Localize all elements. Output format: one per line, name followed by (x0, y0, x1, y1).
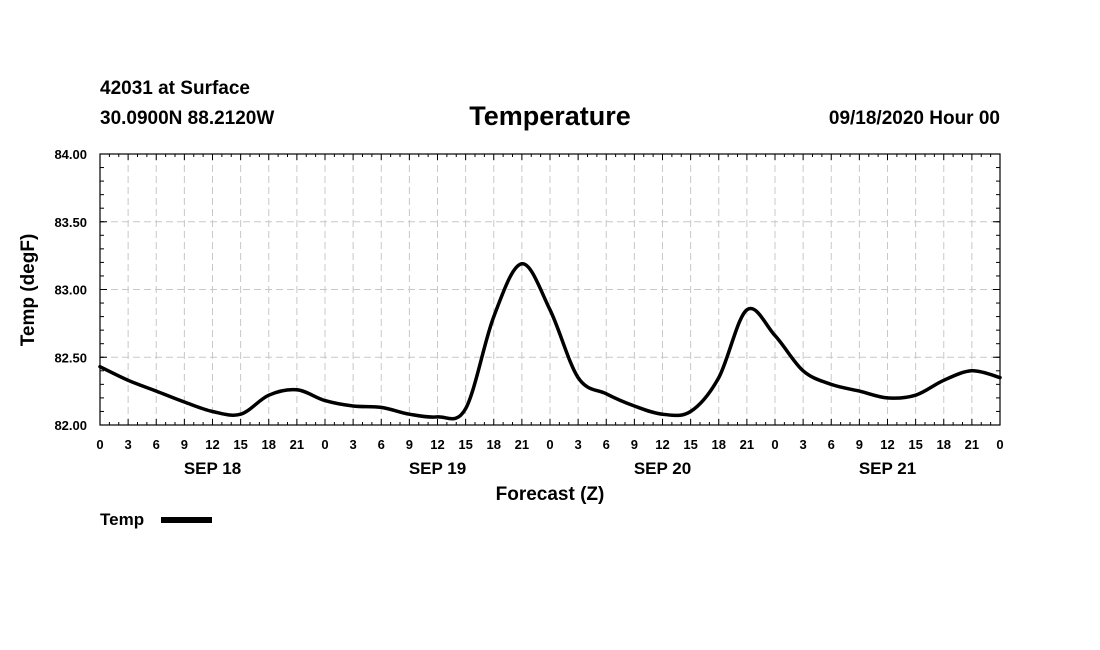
grid-lines (100, 154, 1000, 425)
x-tick-label: 6 (828, 437, 835, 452)
x-tick-label: 15 (683, 437, 697, 452)
x-tick-label: 9 (856, 437, 863, 452)
y-axis-label: Temp (degF) (18, 234, 39, 347)
x-tick-label: 12 (205, 437, 219, 452)
y-tick-label: 82.50 (54, 350, 87, 365)
x-tick-label: 15 (908, 437, 922, 452)
x-tick-label: 0 (771, 437, 778, 452)
y-tick-label: 82.00 (54, 418, 87, 433)
day-labels: SEP 18 SEP 19 SEP 20 SEP 21 (184, 459, 916, 478)
x-tick-label: 18 (487, 437, 501, 452)
run-time-label: 09/18/2020 Hour 00 (829, 108, 1000, 129)
x-axis-label: Forecast (Z) (496, 484, 605, 505)
legend-label-temp: Temp (100, 510, 144, 529)
x-tick-label: 21 (290, 437, 304, 452)
x-tick-label: 3 (350, 437, 357, 452)
x-tick-label: 21 (965, 437, 979, 452)
x-tick-label: 0 (321, 437, 328, 452)
day-label: SEP 19 (409, 459, 466, 478)
coordinates-label: 30.0900N 88.2120W (100, 108, 274, 129)
x-tick-label: 12 (880, 437, 894, 452)
x-tick-label: 9 (406, 437, 413, 452)
y-tick-label: 84.00 (54, 147, 87, 162)
x-tick-label: 0 (96, 437, 103, 452)
x-tick-label: 12 (430, 437, 444, 452)
y-tick-labels: 82.00 82.50 83.00 83.50 84.00 (54, 147, 87, 433)
x-tick-label: 0 (546, 437, 553, 452)
x-tick-label: 21 (515, 437, 529, 452)
x-tick-label: 18 (262, 437, 276, 452)
x-tick-label: 12 (655, 437, 669, 452)
x-tick-labels: 0 3 6 9 12 15 18 21 0 3 6 9 12 15 18 21 0 3 6 9 12 15 18 21 0 3 6 9… (96, 437, 1003, 452)
day-label: SEP 20 (634, 459, 691, 478)
x-tick-label: 3 (575, 437, 582, 452)
x-tick-label: 21 (740, 437, 754, 452)
x-tick-label: 3 (125, 437, 132, 452)
x-tick-label: 18 (712, 437, 726, 452)
series-line-temp (98, 262, 1002, 421)
x-tick-label: 6 (153, 437, 160, 452)
y-tick-label: 83.50 (54, 215, 87, 230)
x-tick-label: 9 (181, 437, 188, 452)
x-tick-label: 15 (233, 437, 247, 452)
x-tick-label: 0 (996, 437, 1003, 452)
axis-ticks (99, 153, 1001, 426)
x-tick-label: 3 (800, 437, 807, 452)
y-tick-label: 83.00 (54, 283, 87, 298)
day-label: SEP 18 (184, 459, 241, 478)
x-tick-label: 6 (378, 437, 385, 452)
station-label: 42031 at Surface (100, 78, 250, 99)
x-tick-label: 6 (603, 437, 610, 452)
x-tick-label: 9 (631, 437, 638, 452)
chart-title: Temperature (469, 101, 631, 131)
x-tick-label: 15 (458, 437, 472, 452)
day-label: SEP 21 (859, 459, 916, 478)
x-tick-label: 18 (937, 437, 951, 452)
